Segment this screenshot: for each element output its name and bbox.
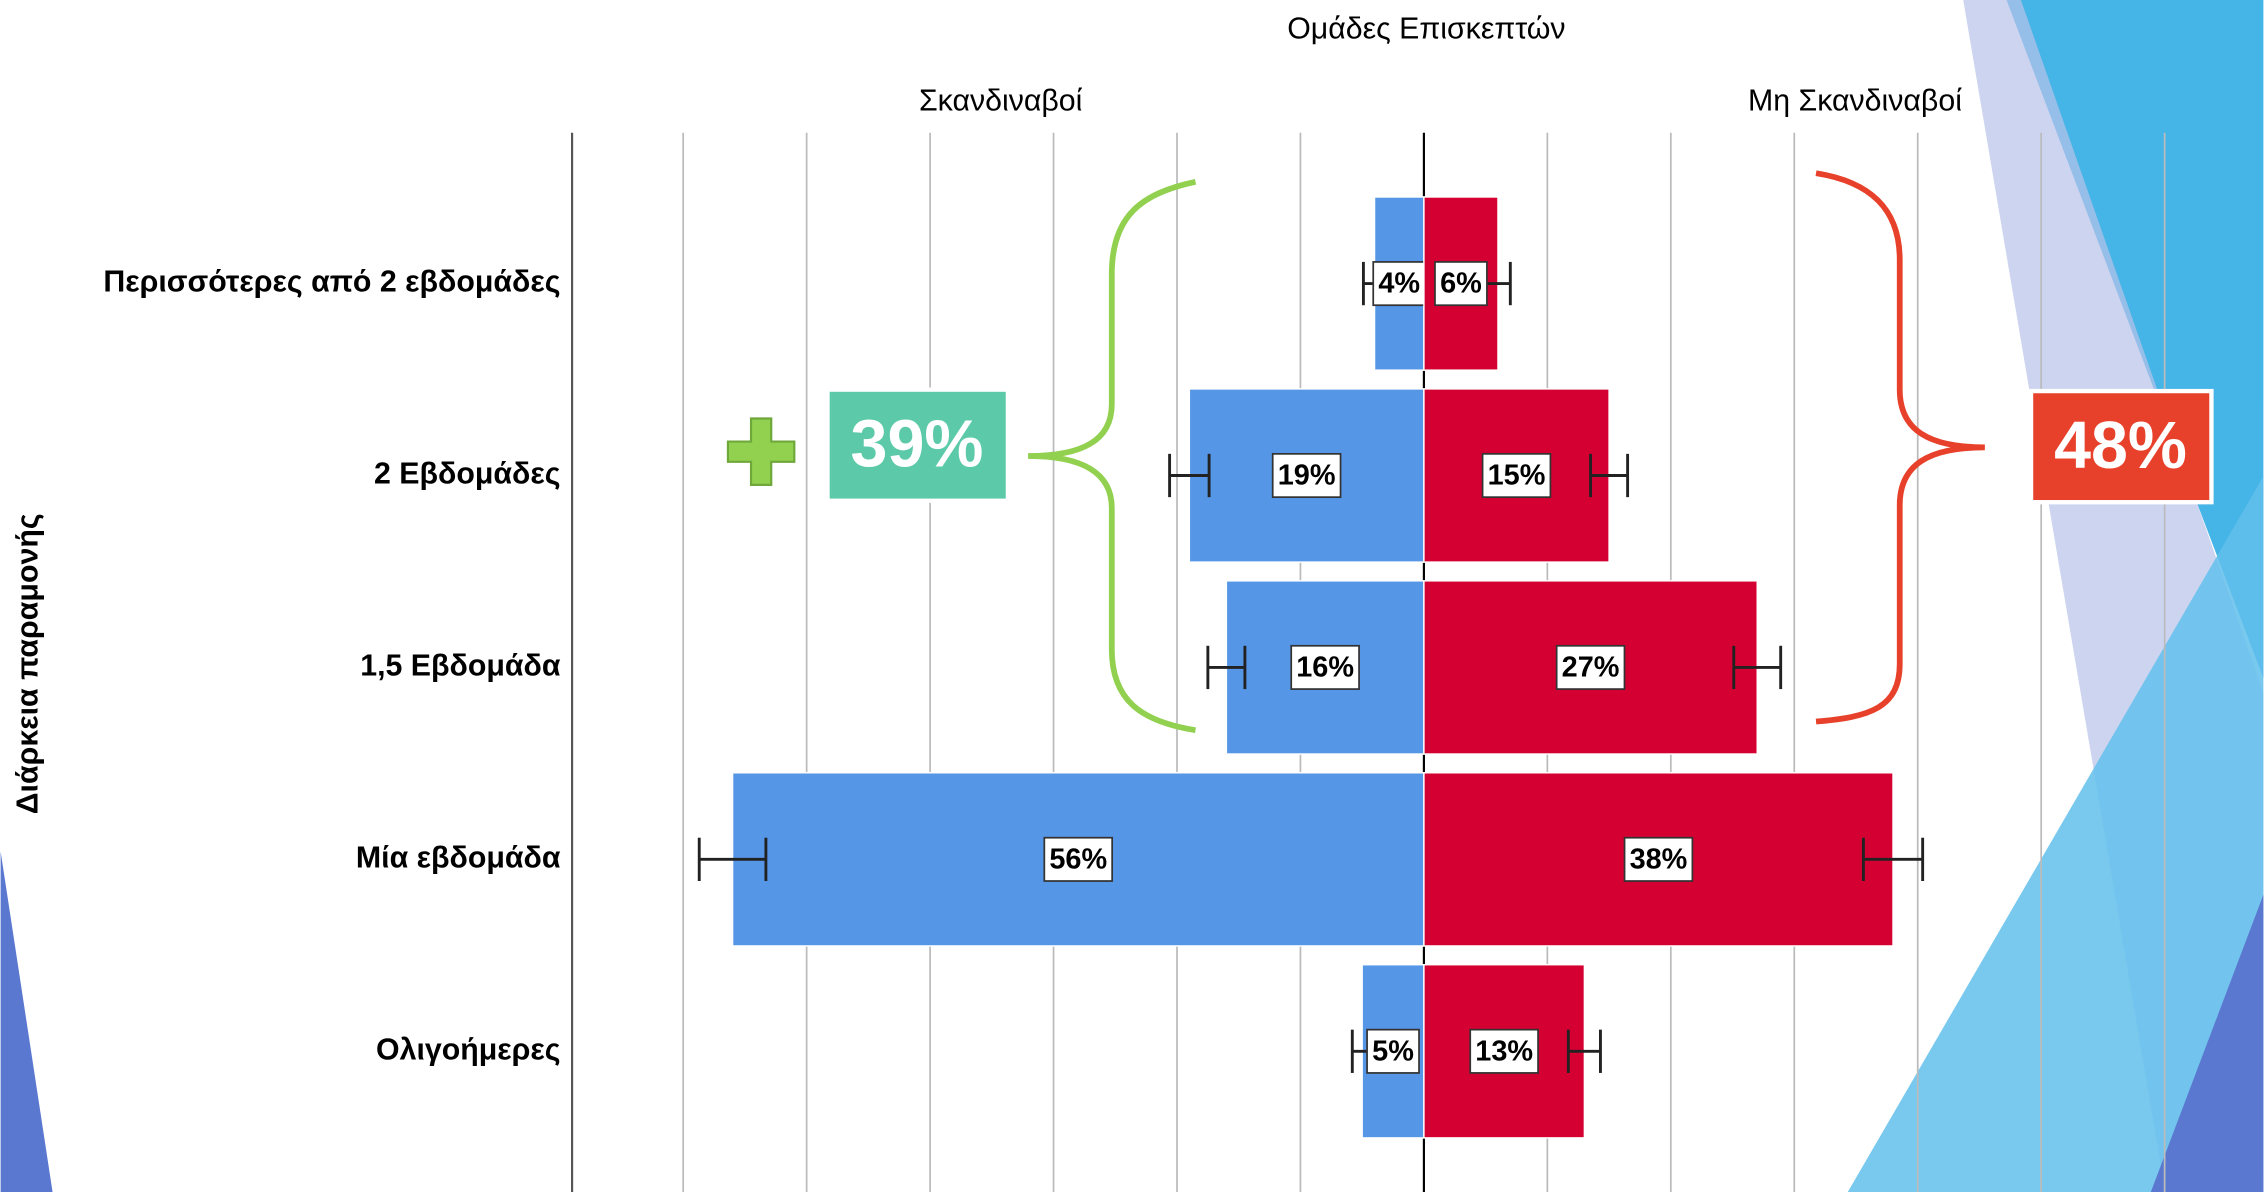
data-label: 15% bbox=[1488, 460, 1546, 492]
data-label: 38% bbox=[1630, 843, 1688, 875]
data-label: 56% bbox=[1049, 843, 1107, 875]
plus-icon bbox=[726, 417, 796, 486]
data-label: 19% bbox=[1278, 460, 1336, 492]
brace bbox=[1028, 179, 1197, 734]
y-tick-label: 1,5 Εβδομάδα bbox=[360, 649, 561, 682]
data-label-box bbox=[1555, 644, 1626, 690]
callout-text: 48% bbox=[2054, 409, 2187, 483]
data-label: 16% bbox=[1296, 652, 1354, 684]
data-label-box bbox=[1469, 1028, 1539, 1074]
callout-box bbox=[825, 387, 1011, 503]
error-bar bbox=[1732, 645, 1783, 690]
y-tick-label: Περισσότερες από 2 εβδομάδες bbox=[103, 266, 560, 299]
data-label: 6% bbox=[1440, 268, 1482, 300]
data-label-box bbox=[1043, 836, 1114, 882]
data-label-box bbox=[1366, 1028, 1420, 1074]
error-bar bbox=[1566, 1029, 1602, 1073]
data-label-box bbox=[1623, 836, 1694, 882]
error-bar bbox=[697, 837, 768, 882]
y-tick-label: Ολιγοήμερες bbox=[376, 1033, 561, 1066]
data-label: 4% bbox=[1378, 268, 1420, 300]
error-bar bbox=[1206, 645, 1247, 690]
data-label: 13% bbox=[1475, 1035, 1533, 1067]
error-bar bbox=[1589, 453, 1630, 498]
y-tick-label: 2 Εβδομάδες bbox=[374, 458, 561, 491]
y-axis-label: Διάρκεια παραμονής bbox=[11, 513, 44, 814]
data-label-box bbox=[1481, 452, 1552, 499]
series-header: Μη Σκανδιναβοί bbox=[1748, 84, 1962, 117]
chart-title: Ομάδες Επισκεπτών bbox=[1287, 12, 1565, 45]
series-header: Σκανδιναβοί bbox=[919, 84, 1083, 117]
brace bbox=[1815, 170, 1985, 725]
callout-box bbox=[2028, 388, 2214, 505]
data-label-box bbox=[1434, 261, 1488, 307]
data-label-box bbox=[1372, 261, 1427, 307]
error-bar bbox=[1861, 837, 1925, 882]
callout-text: 39% bbox=[851, 407, 984, 481]
error-bar bbox=[1168, 453, 1211, 498]
y-tick-label: Μία εβδομάδα bbox=[356, 841, 561, 874]
data-label: 5% bbox=[1372, 1035, 1414, 1067]
data-label-box bbox=[1271, 452, 1342, 499]
data-label: 27% bbox=[1562, 652, 1620, 684]
data-label-box bbox=[1290, 644, 1360, 690]
